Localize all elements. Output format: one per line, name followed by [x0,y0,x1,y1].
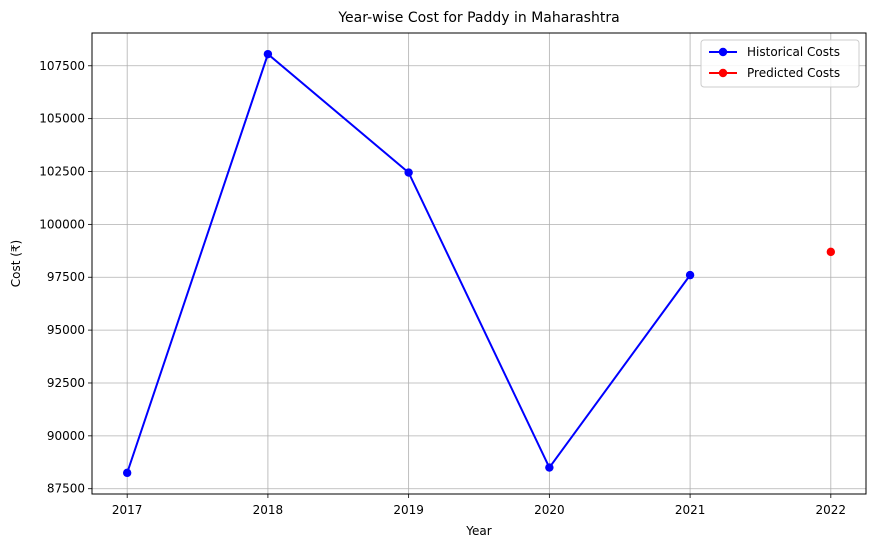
x-tick-label: 2020 [534,503,565,517]
x-tick-label: 2021 [675,503,706,517]
chart-title: Year-wise Cost for Paddy in Maharashtra [337,10,619,26]
x-axis-label: Year [465,524,491,538]
y-tick-label: 92500 [47,376,85,390]
x-tick-label: 2022 [816,503,847,517]
y-tick-label: 97500 [47,270,85,284]
data-point [685,270,695,280]
y-axis-label: Cost (₹) [9,240,23,288]
x-tick-label: 2017 [112,503,143,517]
series-layer [122,49,836,478]
data-point [545,463,554,472]
legend: Historical Costs Predicted Costs [700,39,860,88]
x-tick-label: 2018 [253,503,284,517]
y-tick-label: 87500 [47,482,85,496]
axis-ticks: 2017 2018 2019 2020 2021 2022 87500 90000 92500 9… [39,59,846,517]
y-tick-label: 100000 [39,217,85,231]
data-point [263,49,273,59]
data-point [404,168,413,177]
legend-marker [718,47,728,57]
y-tick-label: 107500 [39,59,85,73]
legend-marker [718,68,728,78]
y-tick-label: 102500 [39,165,85,179]
data-point [122,468,132,478]
y-tick-label: 90000 [47,429,85,443]
y-tick-label: 105000 [39,112,85,126]
plot-area-frame [91,32,867,495]
legend-label: Predicted Costs [747,66,840,80]
x-tick-label: 2019 [393,503,424,517]
grid [92,33,866,494]
legend-box [700,39,860,88]
data-point [826,247,836,257]
y-tick-label: 95000 [47,323,85,337]
legend-label: Historical Costs [747,45,840,59]
